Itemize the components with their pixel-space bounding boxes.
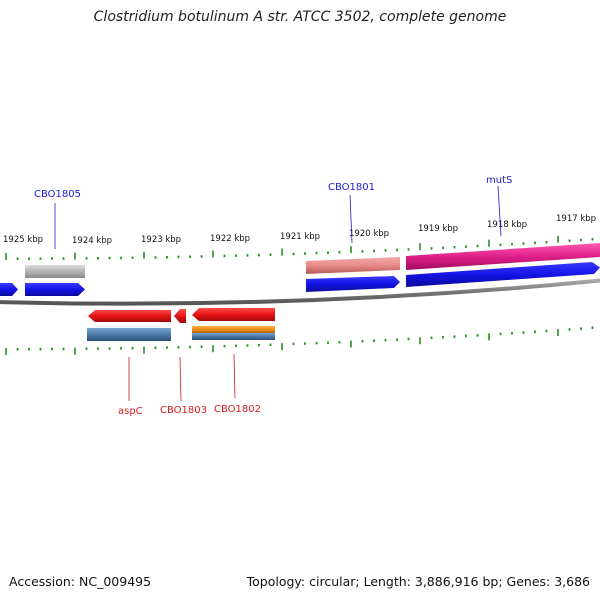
scale-label: 1919 kbp bbox=[418, 224, 458, 234]
cds-aspC[interactable] bbox=[88, 310, 171, 322]
scale-label: 1921 kbp bbox=[280, 232, 320, 242]
gene-label-CBO1801[interactable]: CBO1801 bbox=[328, 182, 375, 193]
cds-CBO1805[interactable] bbox=[25, 283, 85, 296]
leader-mutS bbox=[497, 185, 502, 237]
gene-label-CBO1802[interactable]: CBO1802 bbox=[214, 404, 261, 415]
scale-labels: 1925 kbp 1924 kbp 1923 kbp 1922 kbp 1921… bbox=[3, 214, 596, 246]
scale-label: 1924 kbp bbox=[72, 236, 112, 246]
gene-label-aspC[interactable]: aspC bbox=[118, 406, 143, 417]
gene-CBO1801-block[interactable] bbox=[306, 257, 400, 274]
label-leaders bbox=[54, 185, 502, 402]
genome-backbone bbox=[0, 278, 600, 306]
cds-forward-left-edge[interactable] bbox=[0, 283, 18, 296]
map-title: Clostridium botulinum A str. ATCC 3502, … bbox=[93, 9, 507, 25]
cds-CBO1801[interactable] bbox=[306, 276, 400, 292]
gene-CBO1802-block-steel[interactable] bbox=[192, 333, 275, 340]
leader-CBO1803 bbox=[179, 356, 182, 402]
leader-CBO1802 bbox=[233, 353, 236, 399]
scale-label: 1920 kbp bbox=[349, 229, 389, 239]
scale-label: 1923 kbp bbox=[141, 235, 181, 245]
gene-CBO1802-block-orange[interactable] bbox=[192, 326, 275, 333]
gene-label-CBO1805[interactable]: CBO1805 bbox=[34, 189, 81, 200]
cds-mutS[interactable] bbox=[406, 262, 600, 287]
scale-label: 1917 kbp bbox=[556, 214, 596, 224]
scale-label: 1922 kbp bbox=[210, 234, 250, 244]
scale-label: 1918 kbp bbox=[487, 220, 527, 230]
genome-summary-text: Topology: circular; Length: 3,886,916 bp… bbox=[246, 574, 590, 589]
gene-mutS-block[interactable] bbox=[406, 243, 600, 270]
scale-ticks-forward bbox=[5, 235, 594, 260]
leader-CBO1801 bbox=[349, 194, 353, 244]
gene-label-CBO1803[interactable]: CBO1803 bbox=[160, 405, 207, 416]
scale-ticks-reverse bbox=[5, 326, 594, 355]
gene-aspC-block[interactable] bbox=[87, 328, 171, 341]
cds-CBO1803[interactable] bbox=[174, 309, 186, 323]
accession-text: Accession: NC_009495 bbox=[9, 574, 152, 589]
scale-label: 1925 kbp bbox=[3, 235, 43, 245]
gene-label-mutS[interactable]: mutS bbox=[486, 175, 512, 186]
cds-CBO1802[interactable] bbox=[192, 308, 275, 321]
gene-CBO1805-block[interactable] bbox=[25, 265, 85, 278]
